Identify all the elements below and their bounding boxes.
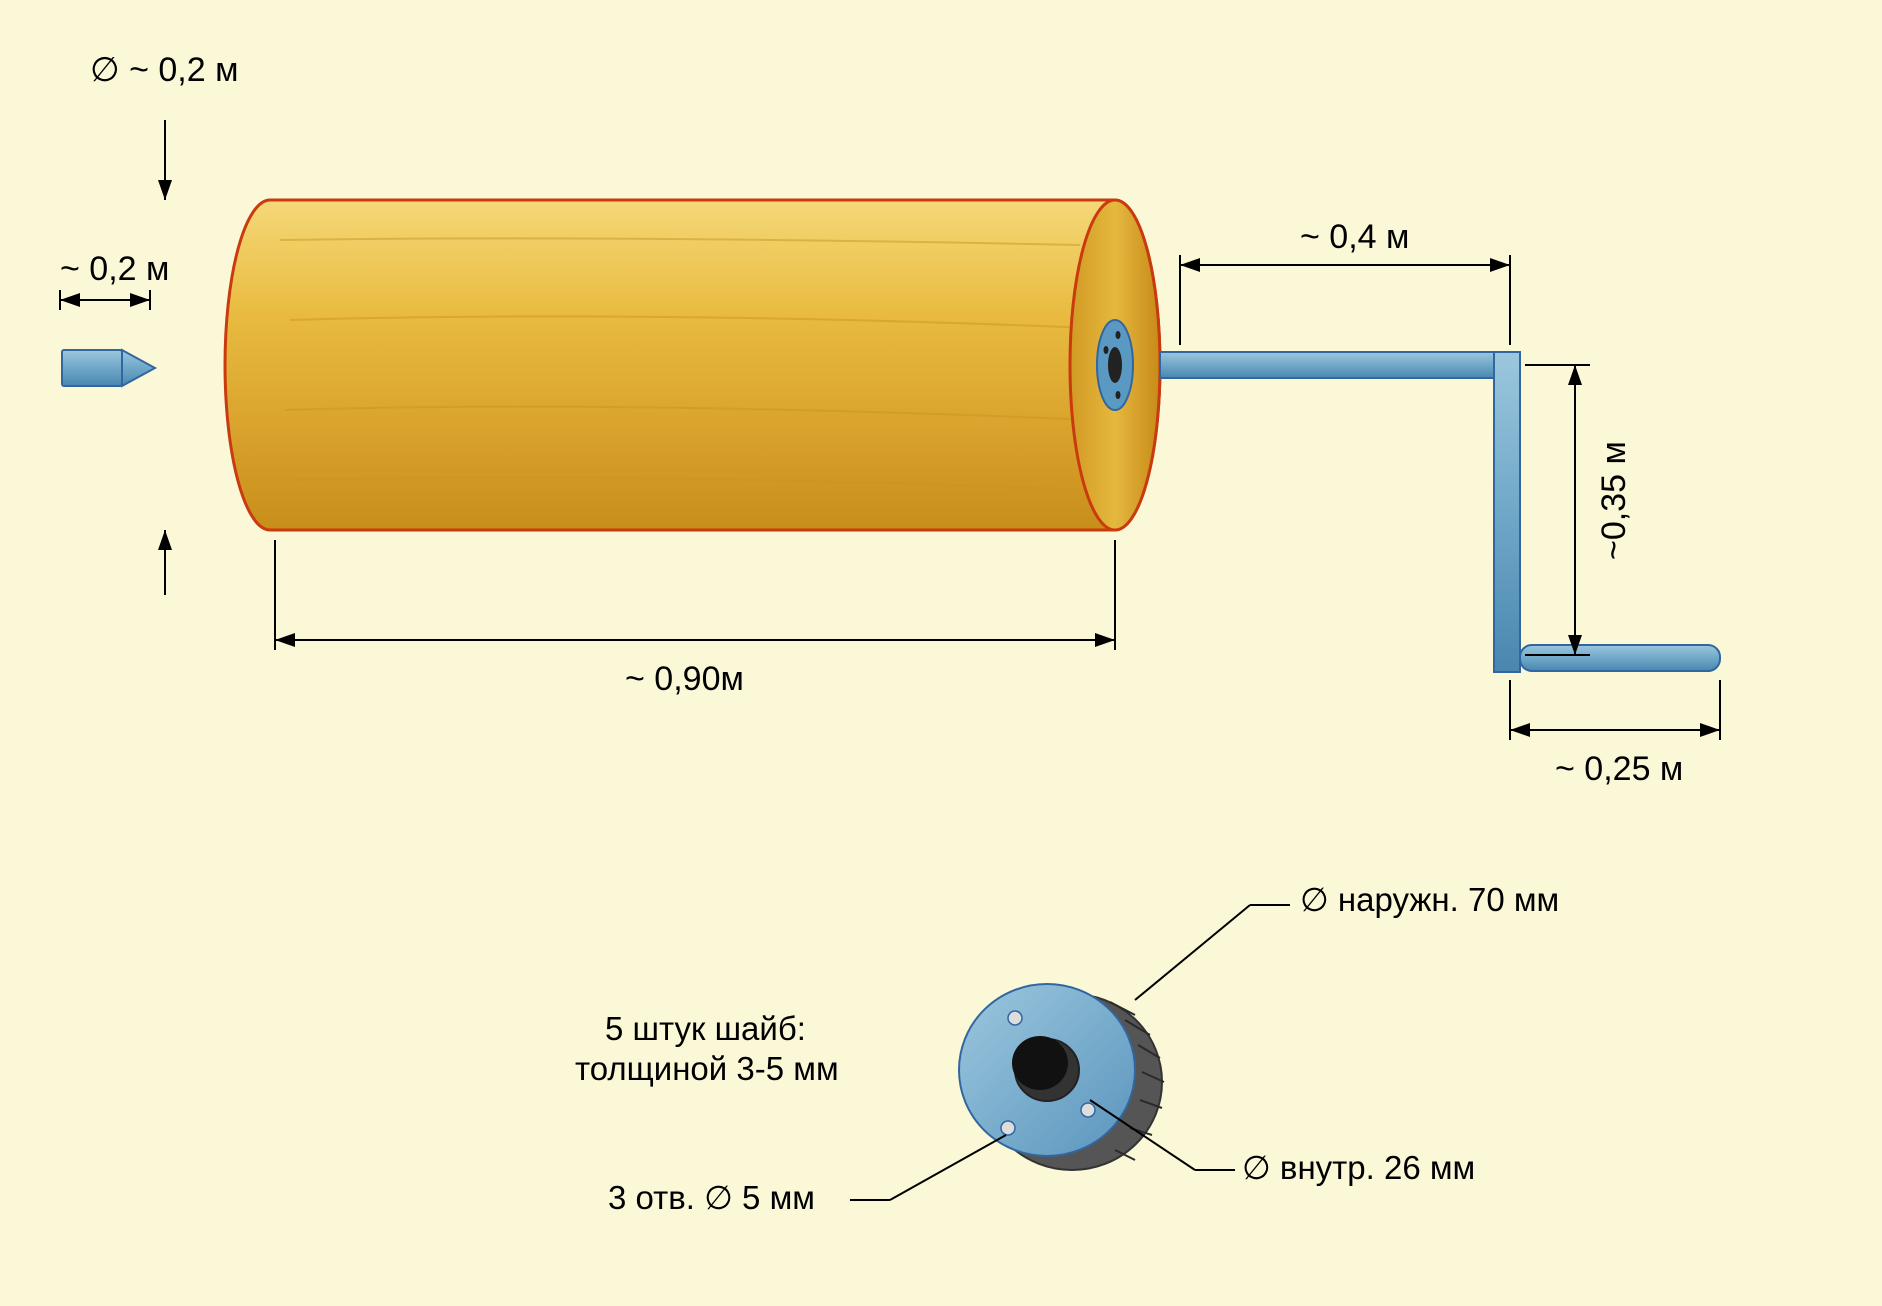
dim-crank-vertical [1525, 365, 1590, 655]
label-washer-title1: 5 штук шайб: [605, 1010, 806, 1048]
label-left-dim: ~ 0,2 м [60, 250, 169, 289]
crank-handle [1160, 352, 1720, 672]
cylinder-body [225, 200, 1160, 530]
dim-bottom [275, 540, 1115, 650]
label-diameter-top: ∅ ~ 0,2 м [90, 50, 238, 90]
label-washer-holes: 3 отв. ∅ 5 мм [608, 1178, 815, 1217]
dim-crank-horizontal [1180, 255, 1510, 345]
dim-crank-handle [1510, 680, 1720, 740]
label-washer-outer: ∅ наружн. 70 мм [1300, 880, 1559, 919]
washer-detail [850, 905, 1290, 1200]
label-crank-handle: ~ 0,25 м [1555, 750, 1683, 789]
pin-icon [62, 350, 155, 386]
dim-left [60, 290, 150, 310]
label-crank-horizontal: ~ 0,4 м [1300, 218, 1409, 257]
label-washer-inner: ∅ внутр. 26 мм [1242, 1148, 1475, 1187]
label-crank-vertical: ~0,35 м [1595, 441, 1634, 560]
label-bottom-dim: ~ 0,90м [625, 660, 744, 699]
dim-diameter-top [158, 120, 172, 595]
cylinder-diagram [0, 0, 1882, 1306]
label-washer-title2: толщиной 3-5 мм [575, 1050, 839, 1088]
